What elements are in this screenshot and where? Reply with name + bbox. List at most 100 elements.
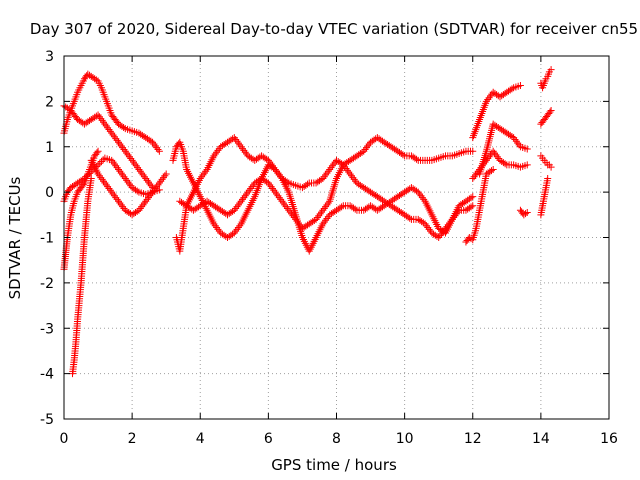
data-point [132,162,140,170]
data-point [469,202,477,210]
data-point [110,160,118,168]
data-point [102,122,110,130]
data-point [97,115,105,123]
data-point [319,206,327,214]
data-point [271,165,279,173]
data-point [266,181,274,189]
data-point [105,126,113,134]
data-point [417,192,425,200]
data-point [127,155,135,163]
data-point [275,194,283,202]
data-point [95,113,103,121]
data-point [292,215,300,223]
data-point [97,157,105,165]
data-point [102,181,110,189]
data-point [112,162,120,170]
data-point [234,224,242,232]
data-point [229,230,237,238]
data-point [278,197,286,205]
data-point [271,188,279,196]
data-point [362,144,370,152]
data-point [266,158,274,166]
data-point [94,161,102,169]
data-point [320,204,328,212]
data-point [436,232,444,240]
data-point [119,144,127,152]
data-point [274,169,282,177]
data-point [142,197,150,205]
data-point [232,227,240,235]
data-point [105,184,113,192]
data-point [493,153,501,161]
data-point [514,139,522,147]
data-point [495,155,503,163]
data-point [414,188,422,196]
data-point [492,151,500,159]
data-point [312,215,320,223]
data-point [142,175,150,183]
y-tick-label: 0 [45,185,54,201]
data-point [285,206,293,214]
data-point [418,194,426,202]
data-point [113,195,121,203]
data-point [283,204,291,212]
data-point [243,150,251,158]
data-point [324,167,332,175]
x-tick-label: 10 [396,431,414,447]
data-point [112,194,120,202]
data-point [147,190,155,198]
data-point [215,227,223,235]
data-point [143,176,151,184]
data-point [146,180,154,188]
data-point [313,214,321,222]
data-point [119,203,127,211]
data-point [93,149,101,157]
data-point [112,135,120,143]
data-point [215,145,223,153]
data-point [273,167,281,175]
data-point [149,188,157,196]
data-point [350,175,358,183]
data-point [474,167,482,175]
data-point [489,147,497,155]
data-point [275,171,283,179]
data-point [125,180,133,188]
x-axis-label: GPS time / hours [271,456,397,474]
data-point [92,76,100,84]
data-point [416,190,424,198]
y-tick-label: 3 [45,49,54,65]
data-point [147,137,155,145]
data-point [270,186,278,194]
data-point [135,165,143,173]
data-point [236,141,244,149]
data-point [547,66,555,74]
data-point [290,214,298,222]
data-point [425,225,433,233]
data-point [232,135,240,143]
data-point [330,160,338,168]
data-point [485,94,493,102]
data-point [136,204,144,212]
data-point [274,192,282,200]
grid [64,56,609,419]
data-point [158,175,166,183]
data-point [469,193,477,201]
data-point [110,192,118,200]
data-point [424,224,432,232]
data-point [327,164,335,172]
data-point [273,190,281,198]
data-point [98,175,106,183]
data-point [546,108,554,116]
data-point [433,232,441,240]
x-tick-label: 4 [196,431,205,447]
data-point [263,178,271,186]
data-point [304,180,312,188]
data-point [413,187,421,195]
data-point [347,172,355,180]
data-point [315,212,323,220]
x-tick-label: 16 [600,431,618,447]
data-point [109,131,117,139]
data-point [515,141,523,149]
data-point [120,204,128,212]
data-point [113,136,121,144]
